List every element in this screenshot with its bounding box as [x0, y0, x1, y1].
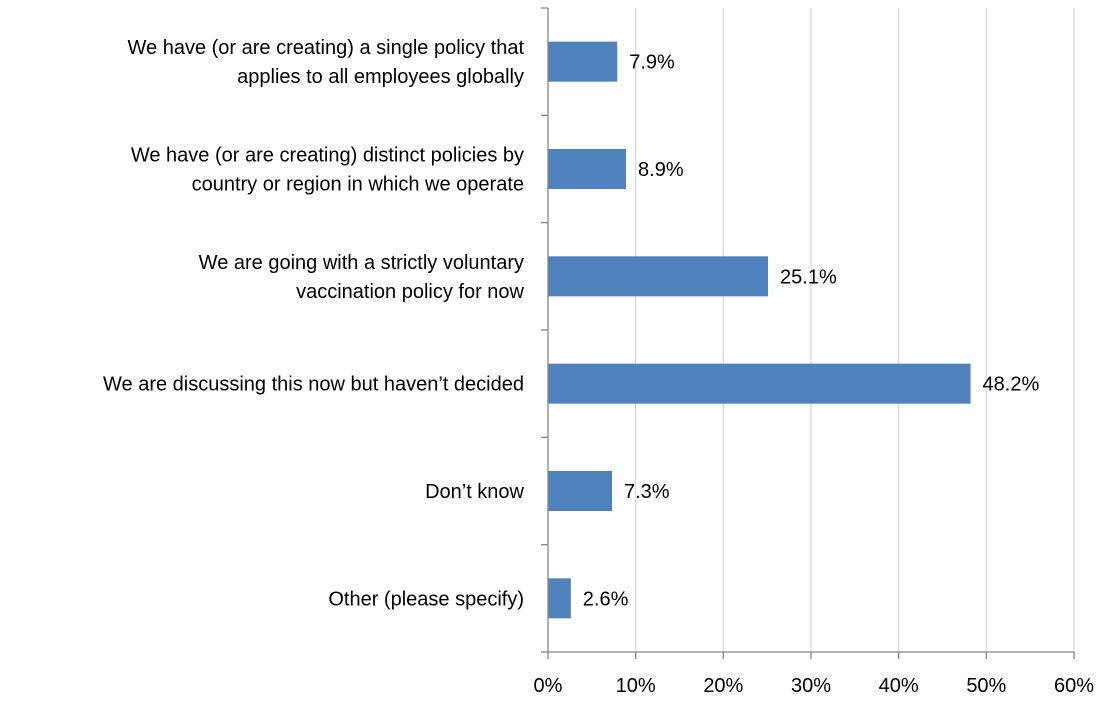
x-tick-label: 50%: [966, 675, 1006, 697]
bar-4: [548, 363, 971, 404]
data-label: 25.1%: [780, 266, 837, 288]
category-label-line: We are going with a strictly voluntary: [199, 252, 524, 274]
category-label-line: country or region in which we operate: [192, 174, 524, 196]
category-label: We have (or are creating) a single polic…: [128, 37, 525, 88]
category-label: We have (or are creating) distinct polic…: [131, 145, 524, 196]
data-label: 7.3%: [624, 481, 670, 503]
bar-5: [548, 471, 612, 511]
category-label: Don’t know: [425, 481, 524, 503]
bar-6: [548, 578, 571, 619]
category-label-line: We have (or are creating) a single polic…: [128, 37, 525, 59]
category-label-line: Don’t know: [425, 481, 524, 503]
bar-1: [548, 41, 618, 82]
bars: [548, 41, 971, 619]
x-tick-label: 0%: [534, 675, 563, 697]
data-label: 2.6%: [583, 588, 629, 610]
gridlines: [635, 8, 1075, 652]
category-label: We are discussing this now but haven’t d…: [103, 374, 524, 396]
x-tick-label: 10%: [616, 675, 656, 697]
axes: [541, 7, 1075, 659]
bar-3: [548, 256, 769, 297]
data-label: 48.2%: [983, 374, 1040, 396]
category-label-line: We have (or are creating) distinct polic…: [131, 145, 524, 167]
bar-2: [548, 149, 627, 189]
category-label: We are going with a strictly voluntary va…: [199, 252, 525, 303]
category-label-line: vaccination policy for now: [296, 281, 524, 303]
x-tick-label: 30%: [791, 675, 831, 697]
category-label-line: We are discussing this now but haven’t d…: [103, 374, 524, 396]
labels: 0% 10% 20% 30% 40% 50% 60% 7.9% We have (or are …: [103, 37, 1094, 697]
data-label: 7.9%: [629, 52, 675, 74]
x-tick-label: 60%: [1054, 675, 1094, 697]
category-label-line: Other (please specify): [328, 588, 524, 610]
x-tick-label: 20%: [703, 675, 743, 697]
category-label-line: applies to all employees globally: [237, 66, 524, 88]
category-label: Other (please specify): [328, 588, 524, 610]
x-tick-label: 40%: [879, 675, 919, 697]
data-label: 8.9%: [638, 159, 684, 181]
